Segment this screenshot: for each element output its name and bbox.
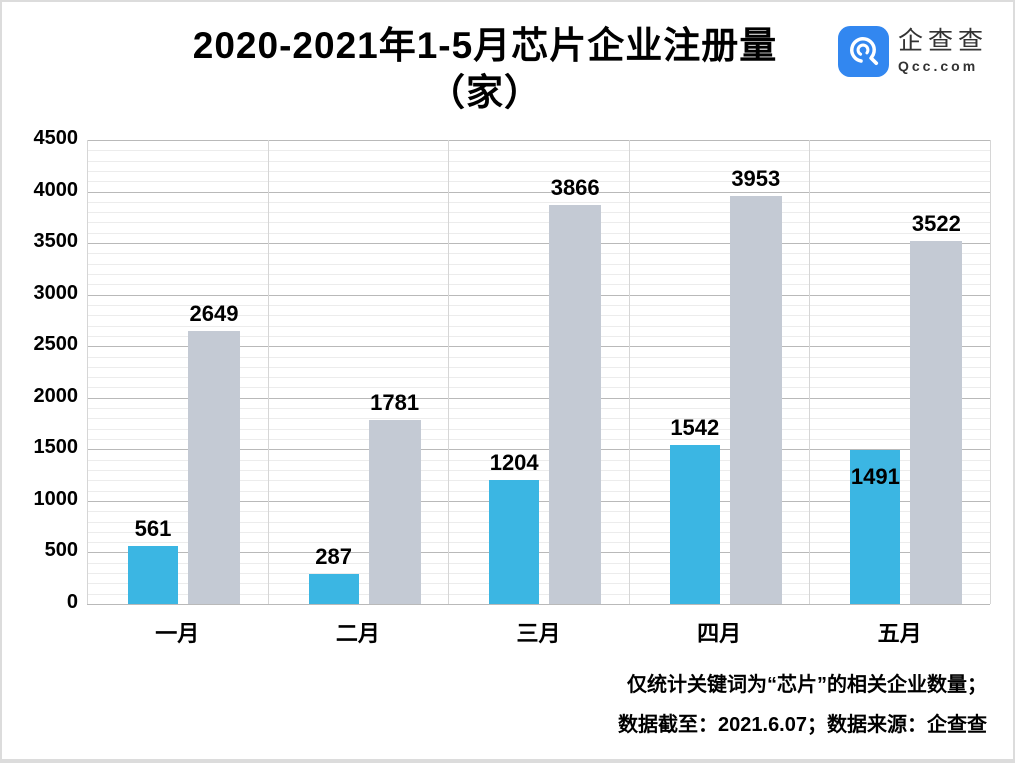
- minor-gridline: [87, 150, 990, 152]
- chart-title-line1: 2020-2021年1-5月芯片企业注册量: [192, 25, 778, 66]
- footnote-line1: 仅统计关键词为“芯片”的相关企业数量；: [627, 674, 987, 696]
- minor-gridline: [87, 408, 990, 410]
- minor-gridline: [87, 201, 990, 203]
- minor-gridline: [87, 181, 990, 183]
- minor-gridline: [87, 274, 990, 276]
- y-tick-label: 3000: [33, 281, 79, 304]
- minor-gridline: [87, 469, 990, 471]
- bar-value-label: 561: [134, 516, 172, 542]
- minor-gridline: [87, 366, 990, 368]
- bar-cyan-series: [128, 546, 178, 604]
- major-gridline: [87, 243, 990, 245]
- qcc-domain: Qcc.com: [898, 58, 979, 75]
- category-gridline: [448, 140, 450, 604]
- y-tick-label: 2000: [33, 384, 79, 407]
- category-gridline: [809, 140, 811, 604]
- y-tick-label: 4000: [33, 178, 79, 201]
- x-axis-label: 四月: [697, 621, 742, 646]
- bar-cyan-series: [669, 445, 720, 604]
- y-tick-label: 4500: [33, 127, 79, 149]
- category-gridline: [87, 140, 88, 604]
- major-gridline: [87, 604, 990, 605]
- y-tick-label: 2500: [33, 333, 79, 356]
- major-gridline: [87, 449, 990, 451]
- x-axis-label: 二月: [335, 621, 380, 646]
- bar-value-label: 287: [315, 544, 352, 570]
- bar-cyan-series: [489, 479, 540, 604]
- y-tick-label: 500: [44, 539, 78, 562]
- chart-title-line2: （家）: [428, 72, 542, 114]
- bar-value-label: 1491: [850, 464, 900, 490]
- bar-value-label: 3953: [731, 166, 781, 192]
- qcc-logo-icon: [838, 25, 889, 77]
- category-gridline: [990, 140, 991, 604]
- y-tick-label: 3500: [33, 230, 79, 253]
- minor-gridline: [87, 459, 990, 461]
- bar-value-label: 2649: [189, 300, 239, 326]
- bar-gray-series: [188, 330, 240, 604]
- x-axis-label: 五月: [877, 621, 922, 646]
- qcc-logo: 企查查 Qcc.com: [838, 24, 998, 78]
- bar-cyan-series: [850, 450, 901, 604]
- minor-gridline: [87, 212, 990, 214]
- footnote-line2: 数据截至：2021.6.07；数据来源：企查查: [618, 714, 987, 736]
- bar-cyan-series: [308, 574, 359, 604]
- minor-gridline: [87, 418, 990, 420]
- minor-gridline: [87, 315, 990, 317]
- minor-gridline: [87, 428, 990, 430]
- minor-gridline: [87, 232, 990, 234]
- major-gridline: [87, 191, 990, 193]
- x-axis-label: 一月: [155, 621, 200, 646]
- bar-value-label: 1781: [370, 390, 420, 416]
- bar-gray-series: [549, 205, 602, 604]
- minor-gridline: [87, 284, 990, 286]
- bar-value-label: 1204: [489, 449, 539, 475]
- major-gridline: [87, 294, 990, 296]
- bar-value-label: 3522: [911, 210, 961, 236]
- plot-area: 561 287 1204 1542 1491 2649 1781 3866 3953 3522: [87, 140, 991, 605]
- minor-gridline: [87, 387, 990, 389]
- major-gridline: [87, 397, 990, 399]
- major-gridline: [87, 140, 990, 141]
- minor-gridline: [87, 377, 990, 379]
- minor-gridline: [87, 356, 990, 358]
- major-gridline: [87, 346, 990, 348]
- minor-gridline: [87, 170, 990, 172]
- minor-gridline: [87, 335, 990, 337]
- category-gridline: [267, 140, 269, 604]
- qcc-logo-text: 企查查 Qcc.com: [898, 26, 989, 75]
- qcc-brand-name: 企查查: [898, 26, 989, 55]
- bar-gray-series: [368, 420, 421, 604]
- y-tick-label: 1500: [33, 436, 79, 459]
- x-axis-label: 三月: [516, 621, 561, 646]
- minor-gridline: [87, 160, 990, 162]
- y-tick-label: 1000: [33, 487, 79, 510]
- bar-gray-series: [910, 240, 963, 604]
- minor-gridline: [87, 263, 990, 265]
- minor-gridline: [87, 439, 990, 441]
- y-tick-label: 0: [66, 591, 78, 613]
- minor-gridline: [87, 253, 990, 255]
- chart-title: 2020-2021年1-5月芯片企业注册量 （家）: [0, 22, 970, 117]
- minor-gridline: [87, 325, 990, 327]
- minor-gridline: [87, 304, 990, 306]
- minor-gridline: [87, 222, 990, 224]
- category-gridline: [628, 140, 630, 604]
- qcc-logo-badge: [838, 25, 889, 77]
- bar-value-label: 3866: [550, 175, 600, 201]
- bar-gray-series: [729, 196, 782, 604]
- bar-value-label: 1542: [670, 415, 720, 440]
